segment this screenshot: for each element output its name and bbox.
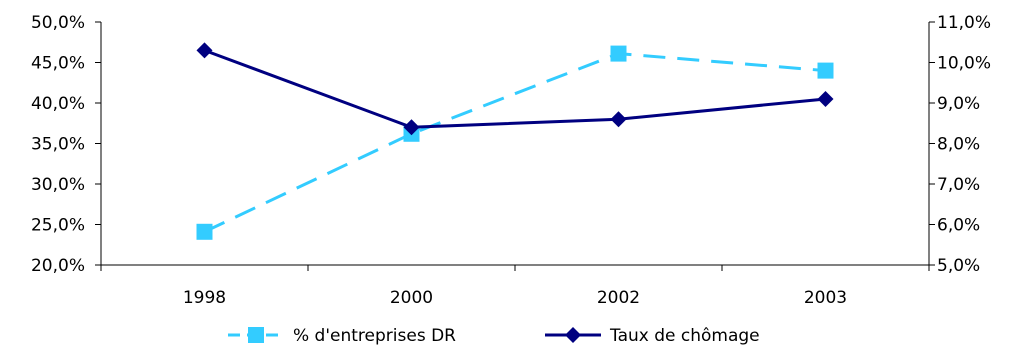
legend-marker [248, 327, 264, 343]
series-point [403, 119, 420, 136]
series-1 [196, 45, 834, 240]
legend-label: % d'entreprises DR [293, 326, 456, 346]
x-tick-label: 2003 [804, 288, 847, 308]
legend: % d'entreprises DR Taux de chômage [228, 326, 760, 346]
series-layer [196, 42, 834, 240]
series-point [817, 62, 834, 79]
left-y-tick-label: 30,0% [31, 175, 85, 195]
right-y-tick-label: 5,0% [937, 256, 980, 276]
x-tick-label: 1998 [183, 288, 226, 308]
series-point [610, 45, 627, 62]
right-y-tick-label: 11,0% [937, 13, 991, 33]
series-line [203, 48, 826, 129]
x-tick-label: 2002 [597, 288, 640, 308]
legend-entry: % d'entreprises DR [228, 326, 456, 346]
series-point [196, 223, 213, 240]
right-y-tick-label: 6,0% [937, 216, 980, 236]
left-y-axis-ticks: 50,0% 45,0% 40,0% 35,0% 30,0% 25,0% 20,0% [31, 13, 101, 276]
left-y-tick-label: 45,0% [31, 54, 85, 74]
right-y-tick-label: 7,0% [937, 175, 980, 195]
right-y-tick-label: 9,0% [937, 94, 980, 114]
x-tick-label: 2000 [390, 288, 433, 308]
series-point [196, 42, 213, 59]
left-y-tick-label: 40,0% [31, 94, 85, 114]
right-y-axis-ticks: 11,0% 10,0% 9,0% 8,0% 7,0% 6,0% 5,0% [929, 13, 991, 276]
series-line [203, 52, 826, 234]
legend-label: Taux de chômage [609, 326, 760, 346]
series-2 [196, 42, 834, 136]
x-axis-ticks: 1998 2000 2002 2003 [100, 265, 930, 308]
series-point [817, 90, 834, 107]
series-point [610, 111, 627, 128]
left-y-tick-label: 25,0% [31, 216, 85, 236]
legend-marker [565, 327, 581, 343]
left-y-tick-label: 35,0% [31, 135, 85, 155]
right-y-tick-label: 10,0% [937, 54, 991, 74]
left-y-tick-label: 50,0% [31, 13, 85, 33]
right-y-tick-label: 8,0% [937, 135, 980, 155]
legend-entry: Taux de chômage [545, 326, 760, 346]
left-y-tick-label: 20,0% [31, 256, 85, 276]
